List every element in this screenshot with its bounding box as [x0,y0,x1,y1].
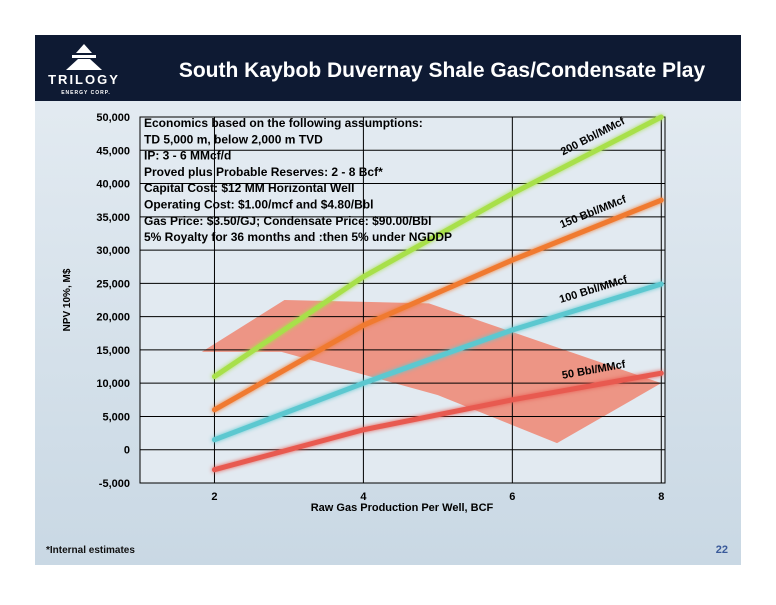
y-tick-label: 10,000 [96,378,130,390]
page-number: 22 [716,544,728,556]
x-tick-label: 6 [509,491,515,503]
x-tick-label: 2 [211,491,217,503]
series-line [211,114,664,380]
logo-shape [72,55,96,58]
series-line [211,197,664,413]
annotation-line: Proved plus Probable Reserves: 2 - 8 Bcf… [144,165,383,179]
annotation-line: 5% Royalty for 36 months and :then 5% un… [144,230,452,244]
y-tick-label: 45,000 [96,145,130,157]
y-tick-label: 0 [124,445,130,457]
y-tick-label: 35,000 [96,212,130,224]
series-line [211,281,664,443]
y-tick-label: 20,000 [96,312,130,324]
y-tick-label: -5,000 [99,478,130,490]
footnote: *Internal estimates [46,545,135,556]
y-tick-label: 40,000 [96,179,130,191]
logo-tagline: ENERGY CORP. [61,90,111,96]
annotation-line: Capital Cost: $12 MM Horizontal Well [144,181,354,195]
y-tick-label: 30,000 [96,245,130,257]
annotation-line: Gas Price: $3.50/GJ; Condensate Price: $… [144,214,431,228]
logo-shape [66,59,102,70]
annotation-line: Operating Cost: $1.00/mcf and $4.80/Bbl [144,198,373,212]
y-axis-label: NPV 10%, M$ [62,268,73,331]
header-bar [35,35,741,101]
annotation-line: Economics based on the following assumpt… [144,116,423,130]
y-tick-label: 5,000 [102,411,130,423]
series-line [211,370,664,473]
annotation-line: TD 5,000 m, below 2,000 m TVD [144,132,323,146]
x-axis-label: Raw Gas Production Per Well, BCF [311,502,494,514]
x-tick-label: 4 [360,491,367,503]
annotation-line: IP: 3 - 6 MMcf/d [144,149,231,163]
x-tick-label: 8 [658,491,664,503]
logo-name: TRILOGY [48,72,120,87]
shaded-region [201,300,662,444]
chart-title: South Kaybob Duvernay Shale Gas/Condensa… [179,59,706,82]
logo-shape [76,44,92,53]
y-tick-label: 25,000 [96,278,130,290]
logo: TRILOGY ENERGY CORP. [48,44,120,96]
y-tick-label: 15,000 [96,345,130,357]
y-tick-label: 50,000 [96,112,130,124]
